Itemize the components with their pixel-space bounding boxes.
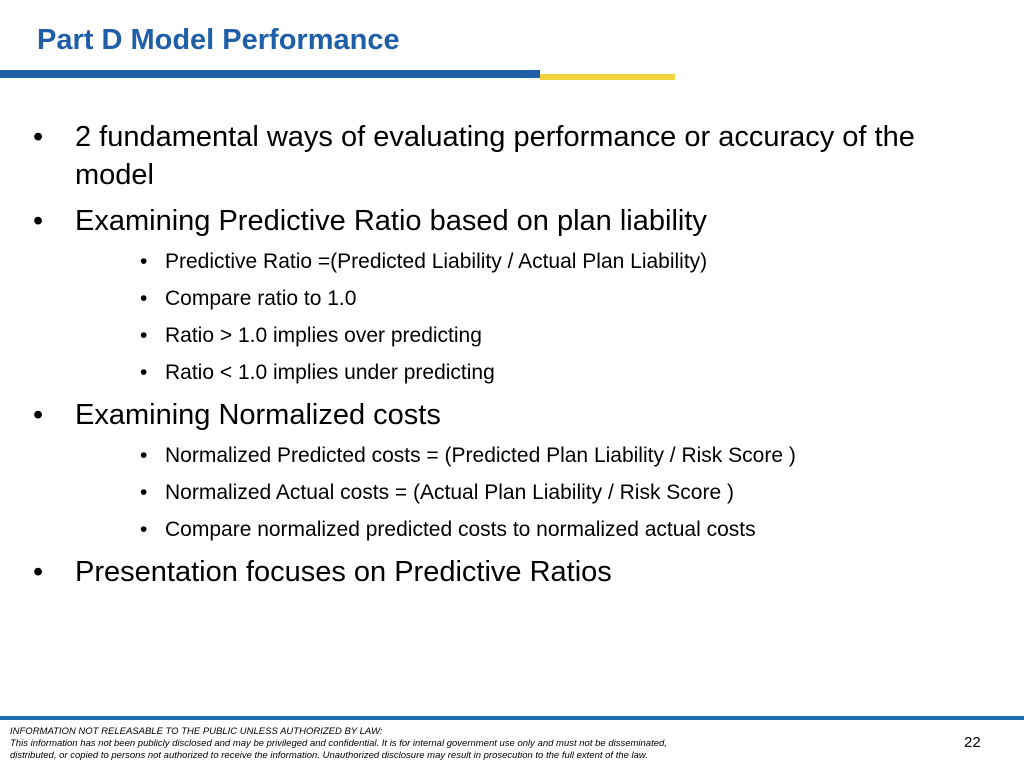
sub-bullet-item: • Predictive Ratio =(Predicted Liability… — [30, 248, 990, 275]
sub-bullet-item: • Ratio > 1.0 implies over predicting — [30, 322, 990, 349]
bullet-item: • Presentation focuses on Predictive Rat… — [30, 553, 990, 591]
bullet-text: Examining Predictive Ratio based on plan… — [75, 205, 707, 237]
footer-line: This information has not been publicly d… — [10, 738, 667, 749]
sub-bullet-text: Ratio < 1.0 implies under predicting — [165, 361, 495, 384]
page-number: 22 — [964, 734, 981, 751]
confidentiality-notice: INFORMATION NOT RELEASABLE TO THE PUBLIC… — [10, 726, 830, 762]
title-rule-accent — [540, 74, 675, 80]
sub-bullet-text: Normalized Predicted costs = (Predicted … — [165, 444, 796, 467]
sub-bullet-text: Compare normalized predicted costs to no… — [165, 518, 756, 541]
sub-bullet-dot: • — [140, 444, 148, 467]
footer-line: distributed, or copied to persons not au… — [10, 750, 648, 761]
sub-bullet-text: Predictive Ratio =(Predicted Liability /… — [165, 250, 708, 273]
sub-bullet-dot: • — [140, 324, 148, 347]
footer-line: INFORMATION NOT RELEASABLE TO THE PUBLIC… — [10, 726, 383, 737]
sub-bullet-item: • Normalized Predicted costs = (Predicte… — [30, 442, 990, 469]
sub-bullet-list: • Normalized Predicted costs = (Predicte… — [30, 442, 990, 543]
sub-bullet-item: • Compare normalized predicted costs to … — [30, 516, 990, 543]
sub-bullet-text: Ratio > 1.0 implies over predicting — [165, 324, 482, 347]
bullet-dot: • — [33, 399, 44, 431]
bullet-text: Presentation focuses on Predictive Ratio… — [75, 556, 612, 588]
footer-rule — [0, 716, 1024, 720]
sub-bullet-text: Normalized Actual costs = (Actual Plan L… — [165, 481, 734, 504]
bullet-item: • Examining Normalized costs — [30, 396, 990, 434]
bullet-dot: • — [33, 205, 44, 237]
sub-bullet-dot: • — [140, 250, 148, 273]
bullet-item: • Examining Predictive Ratio based on pl… — [30, 202, 990, 240]
bullet-list: • 2 fundamental ways of evaluating perfo… — [30, 118, 990, 599]
title-rule-primary — [0, 70, 540, 78]
sub-bullet-list: • Predictive Ratio =(Predicted Liability… — [30, 248, 990, 386]
slide-title: Part D Model Performance — [37, 24, 400, 56]
sub-bullet-dot: • — [140, 287, 148, 310]
sub-bullet-item: • Compare ratio to 1.0 — [30, 285, 990, 312]
sub-bullet-item: • Ratio < 1.0 implies under predicting — [30, 359, 990, 386]
sub-bullet-dot: • — [140, 481, 148, 504]
bullet-text: Examining Normalized costs — [75, 399, 441, 431]
bullet-dot: • — [33, 556, 44, 588]
sub-bullet-dot: • — [140, 518, 148, 541]
bullet-text: 2 fundamental ways of evaluating perform… — [75, 121, 915, 191]
bullet-item: • 2 fundamental ways of evaluating perfo… — [30, 118, 990, 194]
sub-bullet-item: • Normalized Actual costs = (Actual Plan… — [30, 479, 990, 506]
bullet-dot: • — [33, 121, 44, 153]
sub-bullet-text: Compare ratio to 1.0 — [165, 287, 357, 310]
sub-bullet-dot: • — [140, 361, 148, 384]
